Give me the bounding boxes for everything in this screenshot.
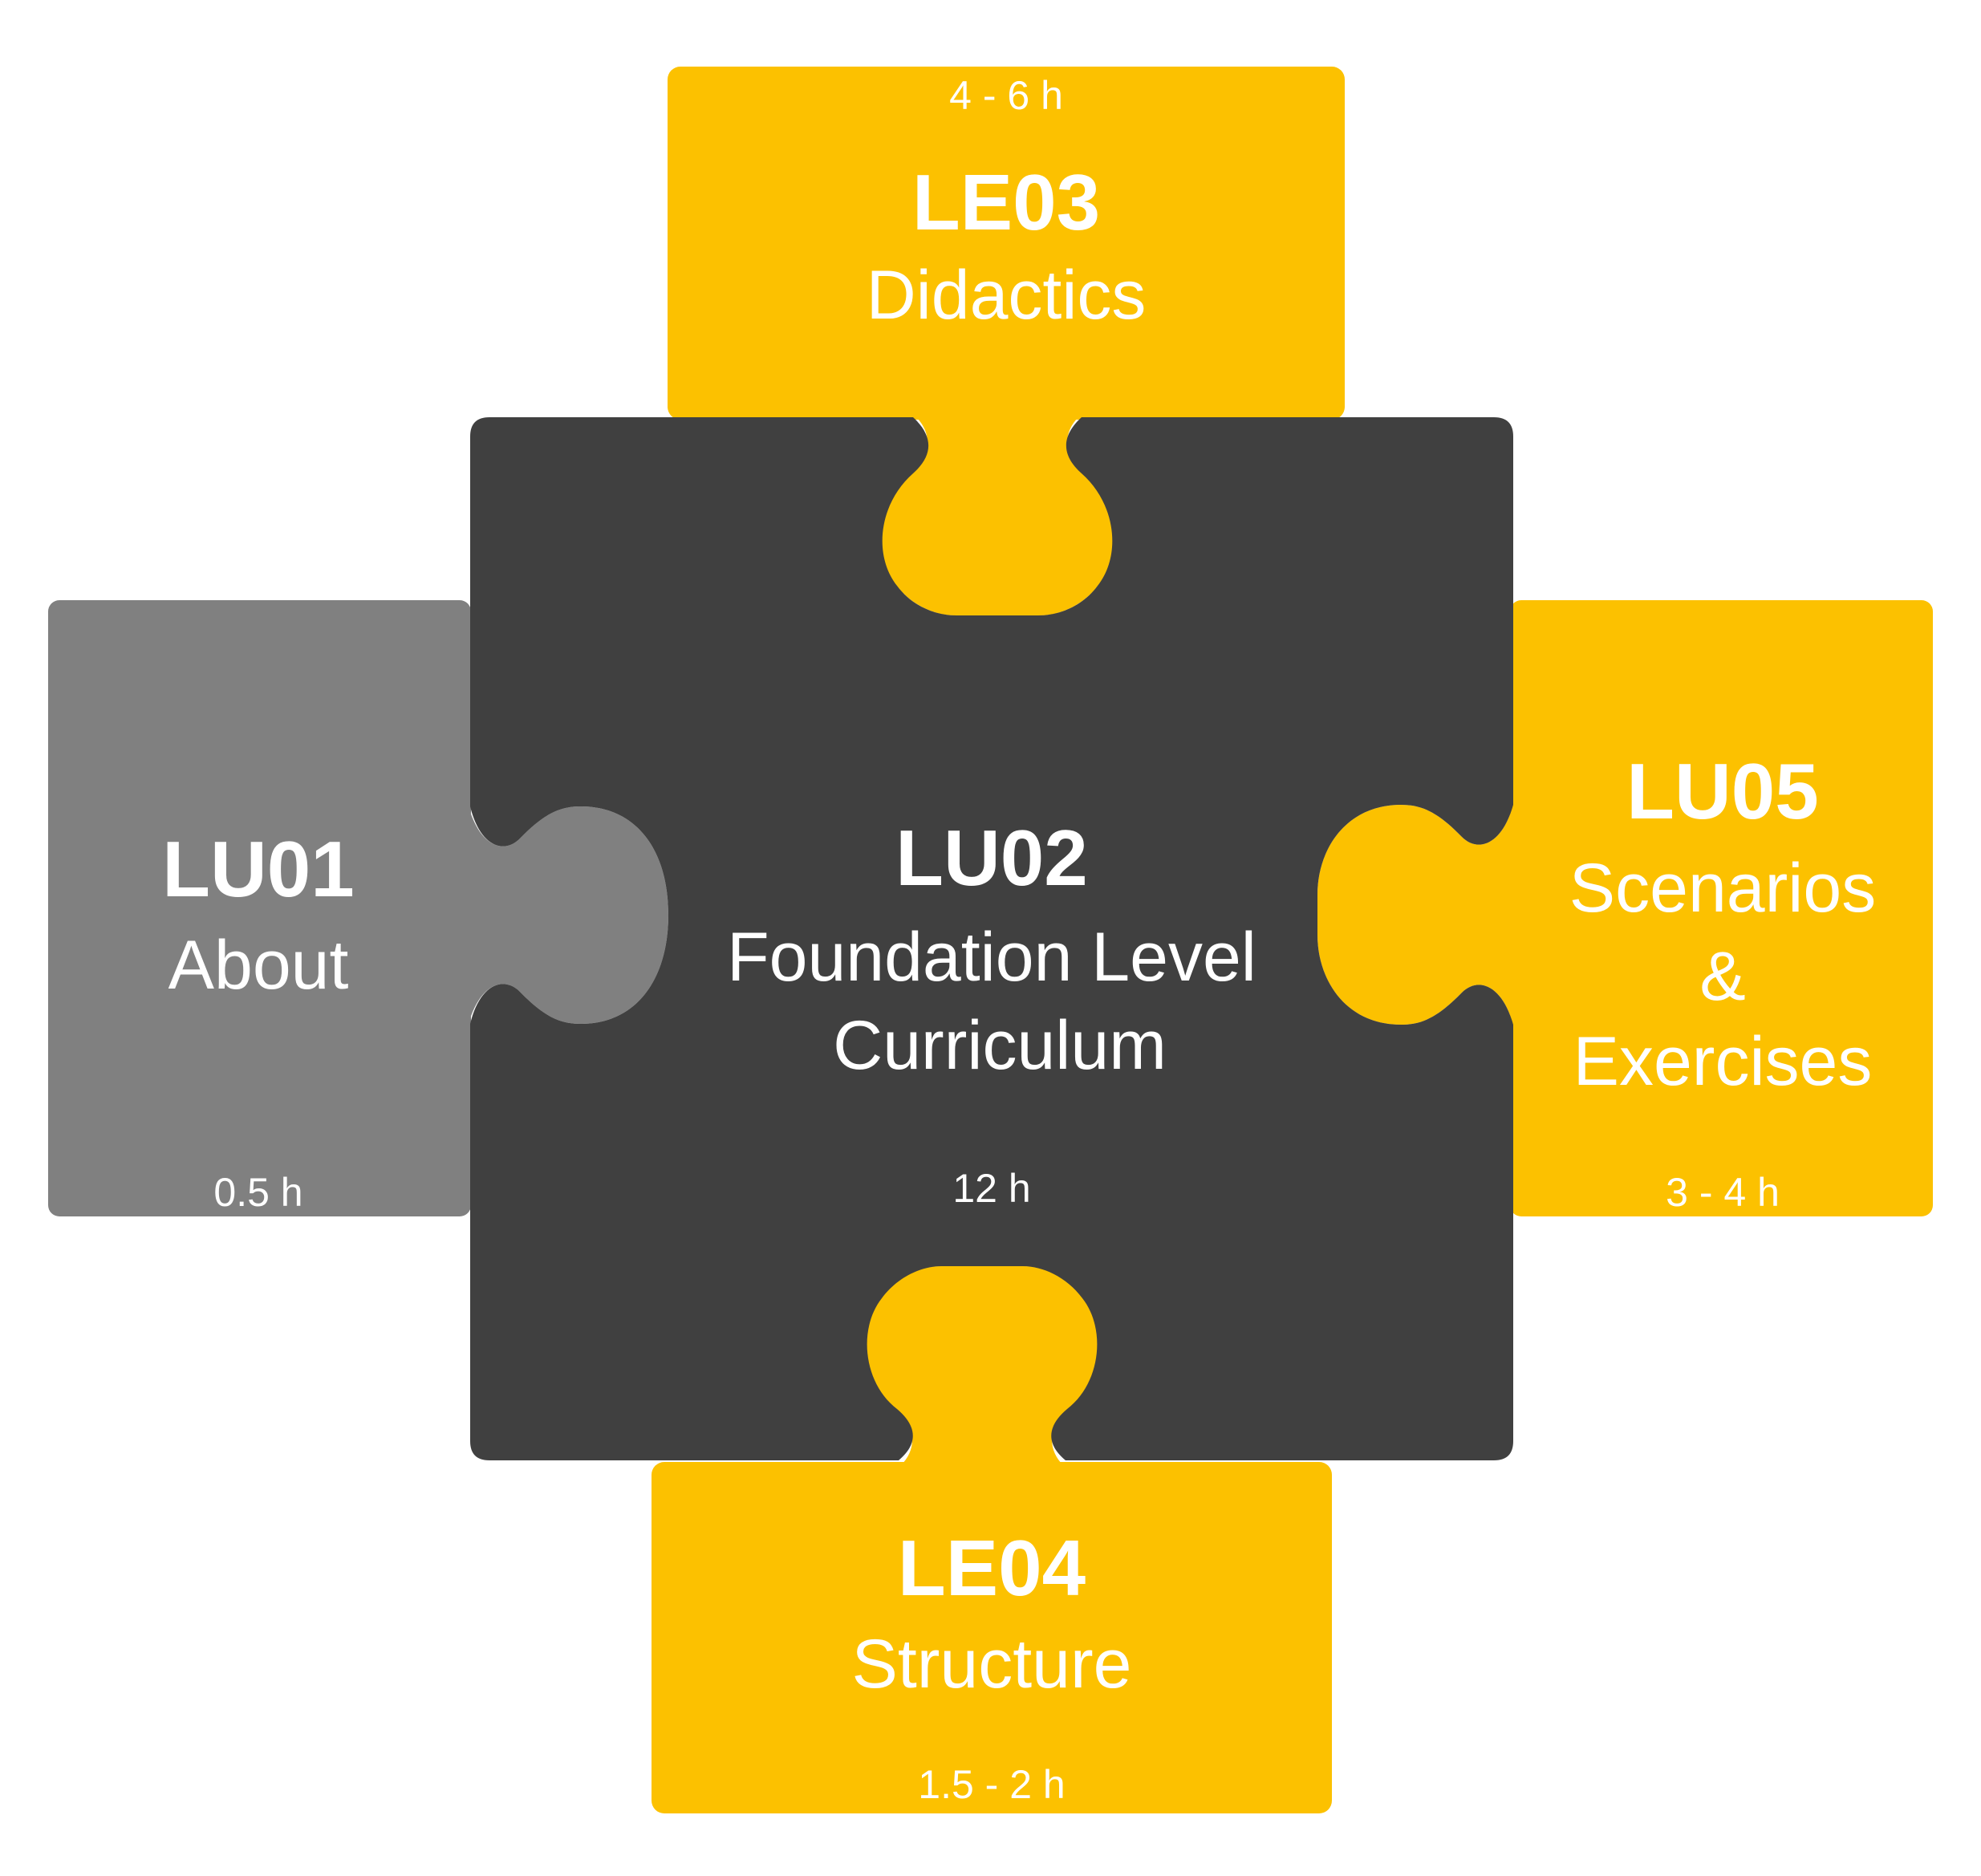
lu02-title-line2: Curriculum [833, 1007, 1167, 1084]
piece-lu05: LU05 Scenarios & Exercises 3 - 4 h [1317, 600, 1933, 1216]
lu05-title-line2: & [1699, 938, 1745, 1015]
piece-lu02: LU02 Foundation Level Curriculum 12 h [470, 417, 1513, 1460]
piece-le03-body [668, 67, 1345, 420]
le03-code: LE03 [912, 158, 1100, 246]
piece-lu05-tab [1317, 805, 1513, 1025]
piece-lu01-body [48, 600, 471, 1216]
le04-code: LE04 [898, 1524, 1086, 1612]
piece-le04-tab [865, 1266, 1099, 1465]
le04-title: Structure [852, 1626, 1132, 1703]
piece-lu05-body [1510, 600, 1933, 1216]
lu05-duration: 3 - 4 h [1666, 1170, 1780, 1215]
lu01-code: LU01 [162, 825, 355, 913]
piece-lu02-body [470, 417, 1513, 1460]
piece-le04-body [652, 1462, 1332, 1813]
lu02-title-line1: Foundation Level [727, 919, 1256, 996]
le04-duration: 1.5 - 2 h [918, 1762, 1065, 1807]
piece-le04: LE04 Structure 1.5 - 2 h [652, 1266, 1332, 1813]
lu02-duration: 12 h [952, 1166, 1030, 1211]
lu02-code: LU02 [895, 814, 1088, 902]
piece-lu01: LU01 About 0.5 h [48, 600, 668, 1216]
piece-le03-tab [880, 417, 1114, 615]
lu01-duration: 0.5 h [213, 1170, 302, 1215]
piece-lu01-tab [469, 806, 668, 1024]
le03-duration: 4 - 6 h [949, 73, 1063, 118]
lu01-title: About [168, 927, 349, 1004]
lu05-code: LU05 [1626, 747, 1819, 835]
lu05-title-line1: Scenarios [1569, 850, 1876, 927]
piece-le03: 4 - 6 h LE03 Didactics [668, 67, 1345, 615]
lu05-title-line3: Exercises [1573, 1023, 1873, 1100]
le03-title: Didactics [867, 257, 1147, 334]
